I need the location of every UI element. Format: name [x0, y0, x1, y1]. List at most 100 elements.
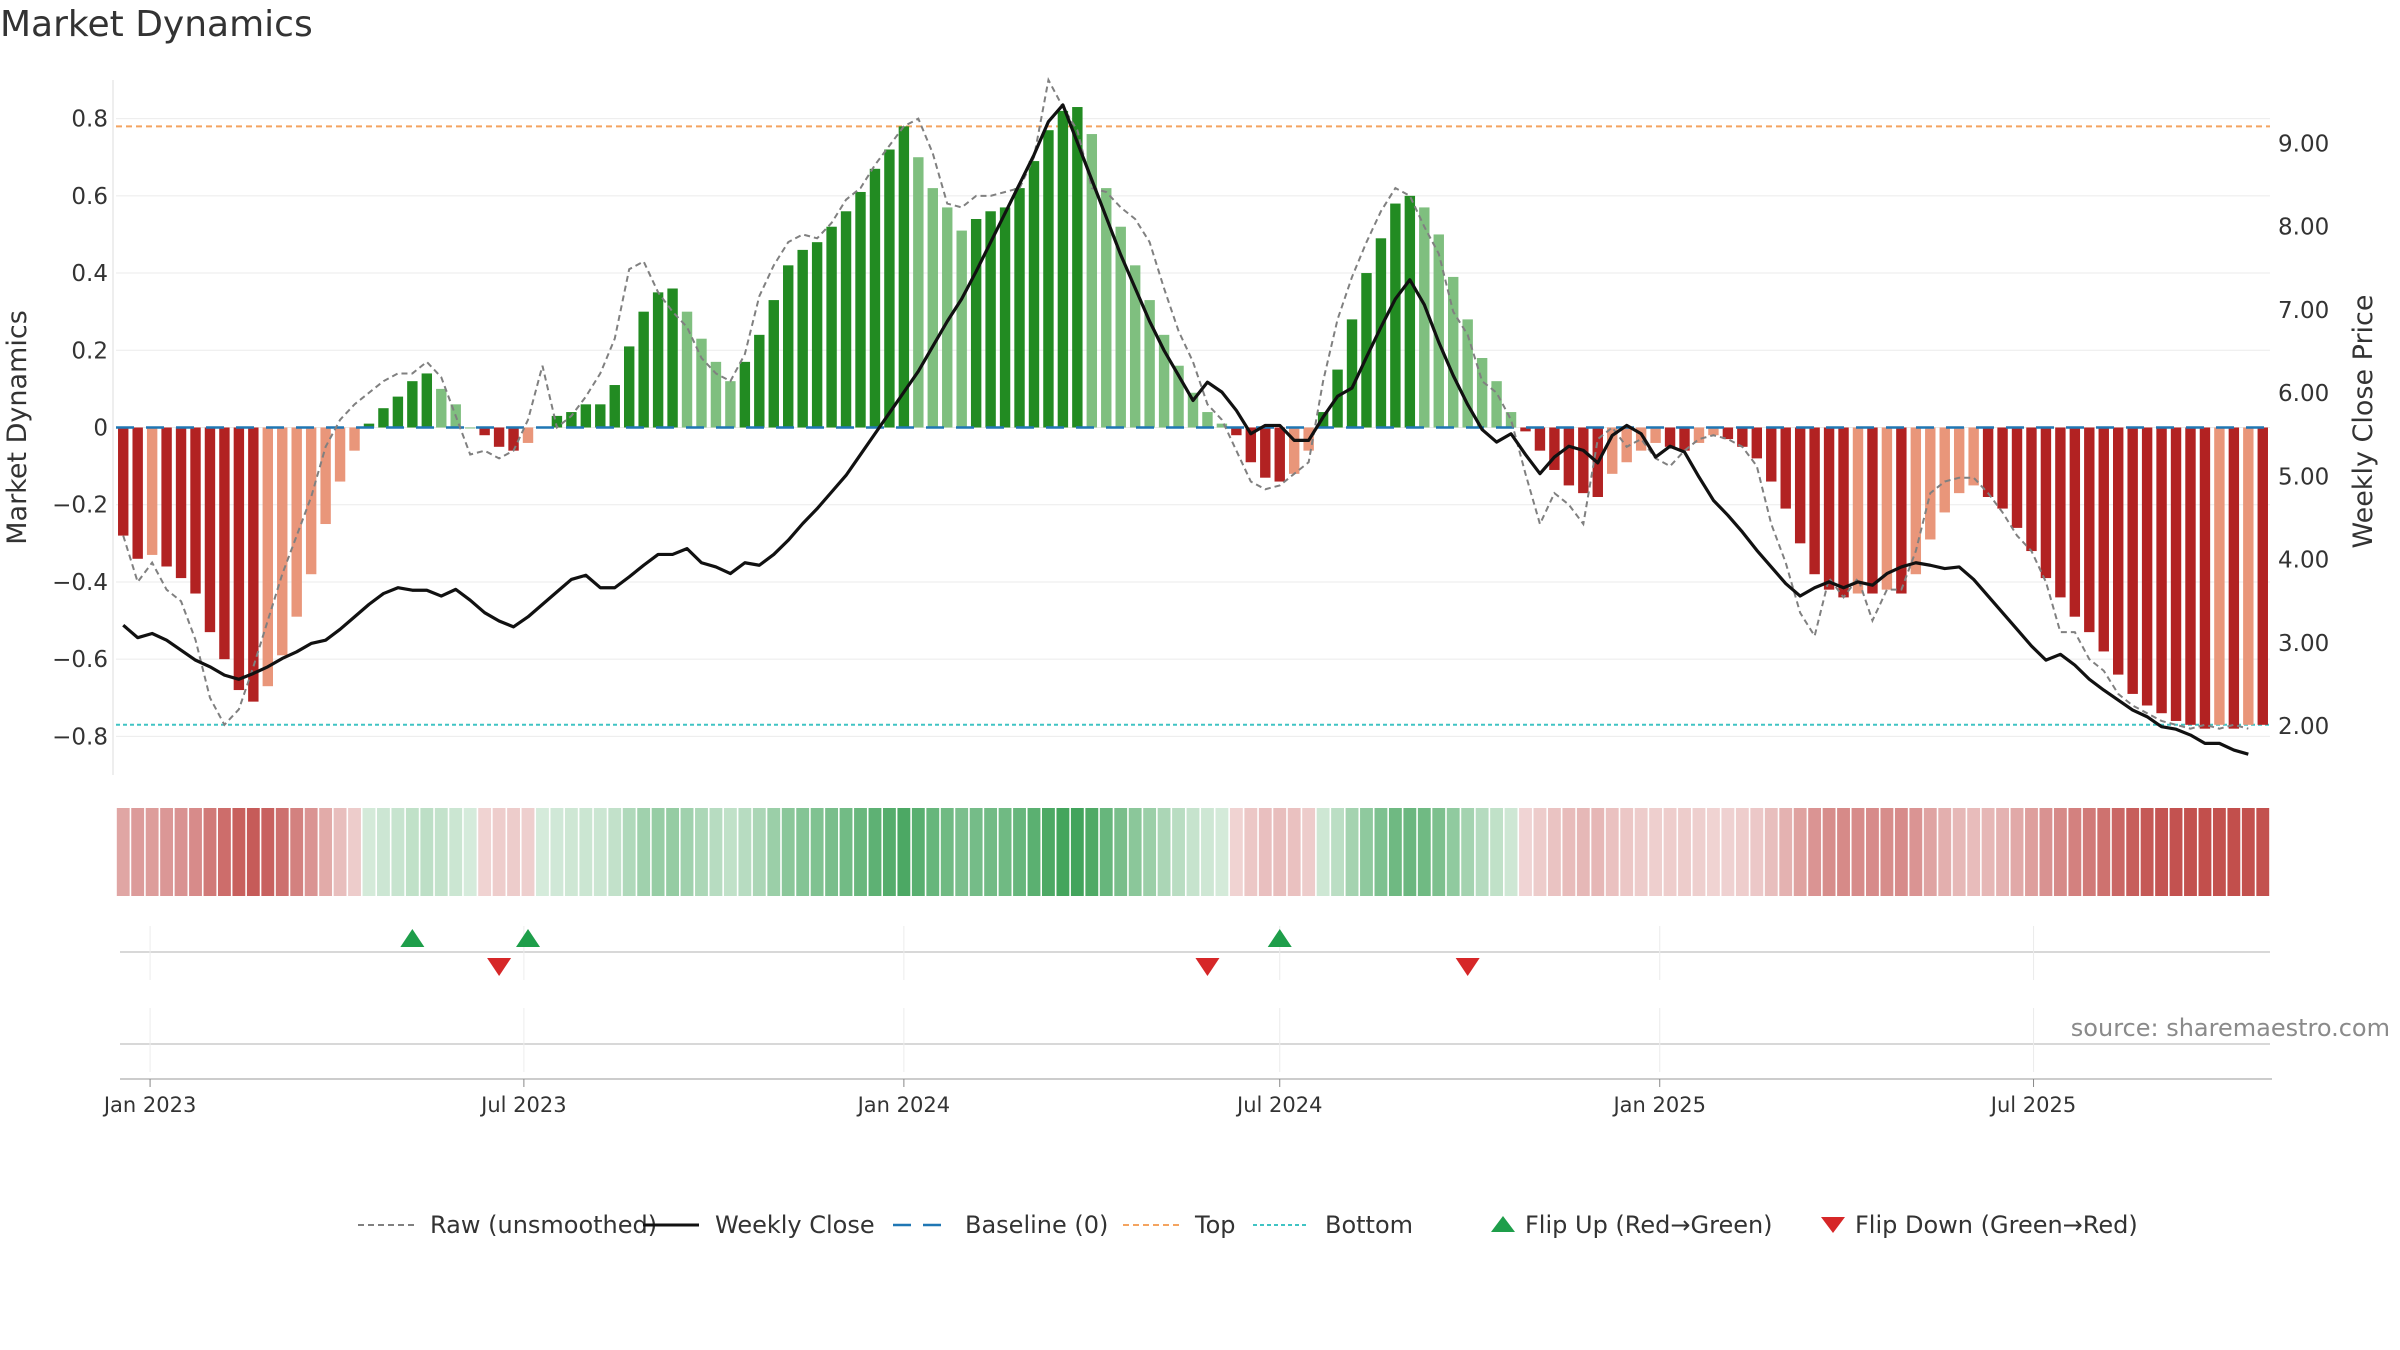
bar	[1896, 427, 1907, 594]
heat-cell	[940, 808, 954, 896]
heat-cell	[449, 808, 463, 896]
heat-cell	[1244, 808, 1258, 896]
bar	[1115, 226, 1126, 428]
heat-cell	[275, 808, 289, 896]
bar	[739, 361, 751, 428]
heat-cell	[1894, 808, 1908, 896]
bar	[913, 157, 924, 428]
y-tick-label: 0	[93, 416, 108, 442]
bar	[1288, 427, 1300, 474]
heat-cell	[1128, 808, 1142, 896]
heat-cell	[680, 808, 694, 896]
heat-cell	[2241, 808, 2255, 896]
weekly-close-line	[122, 103, 2249, 756]
heat-cell	[1099, 808, 1113, 896]
heat-cell	[290, 808, 304, 896]
bars	[118, 107, 2268, 729]
flip-up-marker	[400, 929, 425, 947]
y2-tick-label: 6.00	[2278, 381, 2329, 407]
bar	[2185, 427, 2196, 725]
heat-cell	[1143, 808, 1157, 896]
heat-cell	[2227, 808, 2241, 896]
heat-cell	[1403, 808, 1417, 896]
heat-cell	[1996, 808, 2009, 896]
heat-cell	[348, 808, 361, 896]
bar	[464, 427, 476, 429]
bar	[2113, 427, 2124, 675]
bar	[1881, 427, 1893, 590]
heat-cell	[1793, 808, 1807, 896]
heat-cell	[1215, 808, 1229, 896]
heat-cell	[723, 808, 737, 896]
legend-label: Bottom	[1325, 1211, 1413, 1239]
heat-cell	[1114, 808, 1128, 896]
heat-cell	[1591, 808, 1605, 896]
heat-cell	[882, 808, 896, 896]
heat-cell	[579, 808, 593, 896]
heat-cell	[564, 808, 578, 896]
heat-cell	[1504, 808, 1518, 896]
y2-tick-label: 2.00	[2278, 714, 2329, 740]
bar	[1361, 273, 1372, 428]
bar	[999, 207, 1011, 428]
bar	[262, 427, 273, 687]
bar	[783, 265, 794, 428]
flip-down-marker	[1195, 958, 1220, 976]
bar	[754, 334, 765, 428]
bar	[956, 230, 967, 428]
legend-label: Baseline (0)	[965, 1211, 1108, 1239]
heat-cell	[1822, 808, 1836, 896]
heat-cell	[232, 808, 246, 896]
heat-cell	[1605, 808, 1619, 896]
bar	[1751, 427, 1763, 459]
bar	[2127, 427, 2138, 694]
bar	[811, 242, 823, 428]
bar	[1028, 161, 1040, 428]
heat-cell	[1302, 808, 1316, 896]
bar	[2098, 427, 2109, 652]
heat-cell	[781, 808, 795, 896]
flip-markers	[120, 926, 2270, 1072]
bar	[334, 427, 346, 482]
heat-cell	[362, 808, 376, 896]
heat-cell	[246, 808, 260, 896]
heat-cell	[868, 808, 882, 896]
bar	[161, 427, 172, 567]
legend-item-bottom: Bottom	[1253, 1211, 1413, 1239]
bar	[132, 427, 143, 559]
heat-cell	[2097, 808, 2111, 896]
bar	[1635, 427, 1647, 451]
reference-lines	[116, 125, 2270, 726]
gridlines	[116, 118, 2270, 737]
heat-cell	[2212, 808, 2226, 896]
heat-cell	[1258, 808, 1272, 896]
heat-cell	[1432, 808, 1446, 896]
bar	[1867, 427, 1878, 594]
heat-cell	[1562, 808, 1576, 896]
heat-cell	[1475, 808, 1489, 896]
heat-cell	[160, 808, 174, 896]
bar	[1838, 427, 1849, 598]
bar	[696, 338, 707, 428]
bar	[609, 385, 620, 428]
bar	[1664, 427, 1676, 447]
bar	[1809, 427, 1820, 575]
heat-cell	[1070, 808, 1084, 896]
bar	[2040, 427, 2052, 579]
heat-cell	[637, 808, 651, 896]
y2-tick-label: 8.00	[2278, 215, 2329, 241]
bar	[1549, 427, 1560, 470]
heat-cell	[1013, 808, 1026, 896]
flip-up-marker	[1267, 929, 1292, 947]
heat-cell	[897, 808, 911, 896]
heat-cell	[1750, 808, 1764, 896]
heat-cell	[767, 808, 781, 896]
heat-cell	[463, 808, 477, 896]
bar	[1491, 381, 1502, 428]
heat-cell	[796, 808, 810, 896]
bar	[1621, 427, 1632, 463]
heat-cell	[1157, 808, 1171, 896]
bar	[840, 211, 852, 428]
bar	[1144, 300, 1155, 428]
heat-cell	[1374, 808, 1388, 896]
